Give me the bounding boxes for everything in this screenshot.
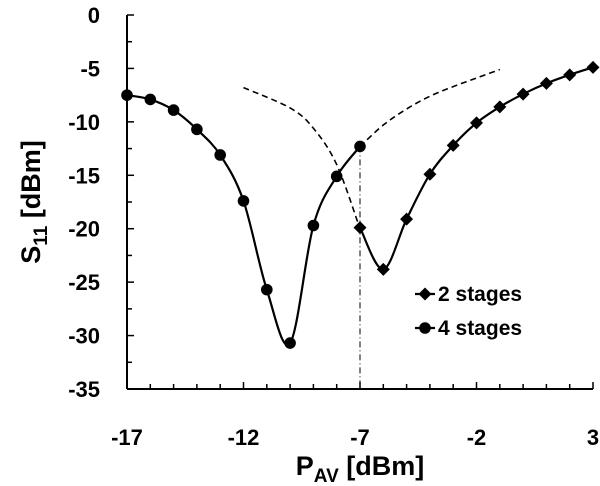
- x-tick-label: -17: [111, 425, 143, 450]
- plot-area: [121, 60, 600, 389]
- data-point-2-stages-5: [470, 116, 483, 130]
- y-tick-label: -15: [68, 163, 100, 188]
- data-point-4-stages-10: [354, 140, 366, 153]
- legend-label-4-stages: 4 stages: [438, 317, 522, 340]
- y-tick-label: 0: [88, 3, 100, 28]
- data-point-4-stages-9: [330, 170, 343, 183]
- dashed-curve-1: [243, 86, 361, 229]
- legend-label-2-stages: 2 stages: [438, 283, 522, 306]
- data-point-2-stages-0: [353, 221, 367, 235]
- y-tick-label: -5: [80, 56, 100, 81]
- data-point-4-stages-6: [261, 283, 273, 296]
- legend-marker-4-stages: [419, 322, 431, 334]
- data-point-2-stages-6: [493, 100, 507, 114]
- data-point-4-stages-2: [167, 104, 180, 116]
- dashed-curve-2: [359, 68, 501, 148]
- data-point-2-stages-2: [400, 212, 414, 226]
- y-tick-label: -10: [68, 110, 100, 135]
- x-tick-label: 3: [587, 425, 599, 450]
- data-point-2-stages-4: [446, 138, 460, 152]
- x-axis-title: PAV [dBm]: [296, 451, 424, 486]
- series-line-4-stages: [126, 94, 361, 346]
- data-point-2-stages-1: [376, 262, 390, 276]
- x-tick-label: -2: [467, 425, 487, 450]
- y-tick-label: -35: [68, 377, 100, 402]
- data-point-4-stages-1: [144, 93, 157, 106]
- legend-marker-2-stages: [418, 287, 432, 301]
- data-point-4-stages-8: [307, 219, 320, 232]
- y-tick-label: -25: [68, 270, 100, 295]
- data-point-4-stages-5: [237, 195, 250, 207]
- x-tick-label: -7: [350, 425, 370, 450]
- legend: 2 stages 4 stages: [415, 283, 522, 340]
- data-point-4-stages-3: [191, 123, 203, 136]
- data-point-2-stages-9: [563, 68, 577, 82]
- data-point-4-stages-4: [214, 149, 226, 161]
- y-tick-label: -30: [68, 324, 100, 349]
- data-point-2-stages-3: [423, 167, 437, 181]
- data-point-2-stages-10: [586, 60, 600, 74]
- y-axis-title: S11 [dBm]: [16, 140, 52, 264]
- data-point-2-stages-7: [516, 87, 530, 101]
- data-point-4-stages-7: [284, 337, 296, 349]
- series-line-2-stages: [359, 66, 594, 271]
- x-tick-label: -12: [228, 425, 260, 450]
- axes: 0 -5 -10 -15 -20 -25 -30 -35 -17 -12 -7 -2 3 PAV [dBm…: [16, 3, 599, 486]
- y-tick-label: -20: [68, 217, 100, 242]
- data-point-2-stages-8: [539, 76, 553, 90]
